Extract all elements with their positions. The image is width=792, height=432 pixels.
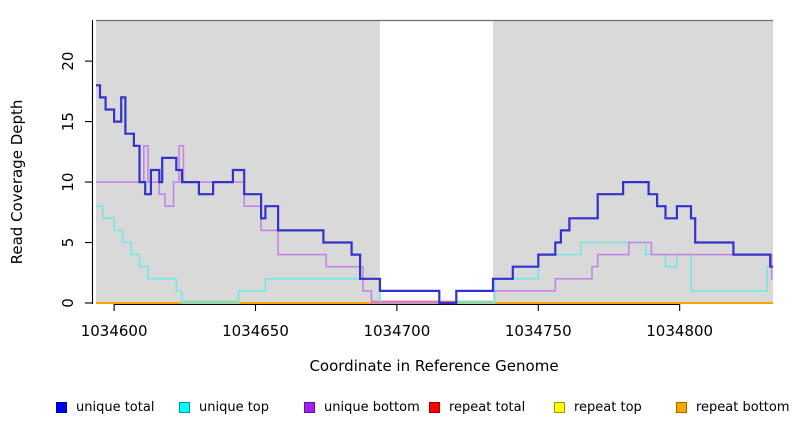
legend-item-unique-total: unique total [56, 400, 154, 415]
legend-swatch-unique-bottom [304, 402, 315, 413]
legend-item-repeat-bottom: repeat bottom [676, 400, 790, 415]
legend-item-repeat-total: repeat total [429, 400, 525, 415]
legend-label: repeat bottom [696, 400, 790, 415]
y-tick-label: 0 [59, 298, 77, 308]
y-tick-label: 20 [59, 52, 77, 71]
x-tick-label: 1034750 [505, 322, 572, 340]
legend-item-unique-bottom: unique bottom [304, 400, 420, 415]
legend-item-unique-top: unique top [179, 400, 269, 415]
y-tick-label: 15 [59, 112, 77, 131]
legend-swatch-repeat-bottom [676, 402, 687, 413]
legend: unique total unique top unique bottom re… [0, 400, 792, 422]
x-axis-title: Coordinate in Reference Genome [309, 357, 559, 375]
y-tick-label: 5 [59, 238, 77, 248]
x-tick-label: 1034800 [646, 322, 713, 340]
legend-label: unique bottom [324, 400, 420, 415]
series-line-unique-top [96, 205, 773, 304]
legend-swatch-unique-total [56, 402, 67, 413]
legend-swatch-unique-top [179, 402, 190, 413]
legend-item-repeat-top: repeat top [554, 400, 642, 415]
x-tick-label: 1034650 [222, 322, 289, 340]
y-axis-title: Read Coverage Depth [8, 99, 26, 265]
series-line-unique-bottom [96, 145, 773, 304]
legend-label: unique total [76, 400, 155, 415]
legend-swatch-repeat-total [429, 402, 440, 413]
legend-label: repeat total [449, 400, 526, 415]
shaded-region [493, 20, 773, 303]
x-tick-label: 1034600 [81, 322, 148, 340]
series-line-unique-total [96, 84, 773, 305]
legend-label: repeat top [574, 400, 642, 415]
x-tick-label: 1034700 [363, 322, 430, 340]
legend-label: unique top [199, 400, 270, 415]
y-tick-label: 10 [59, 173, 77, 192]
legend-swatch-repeat-top [554, 402, 565, 413]
